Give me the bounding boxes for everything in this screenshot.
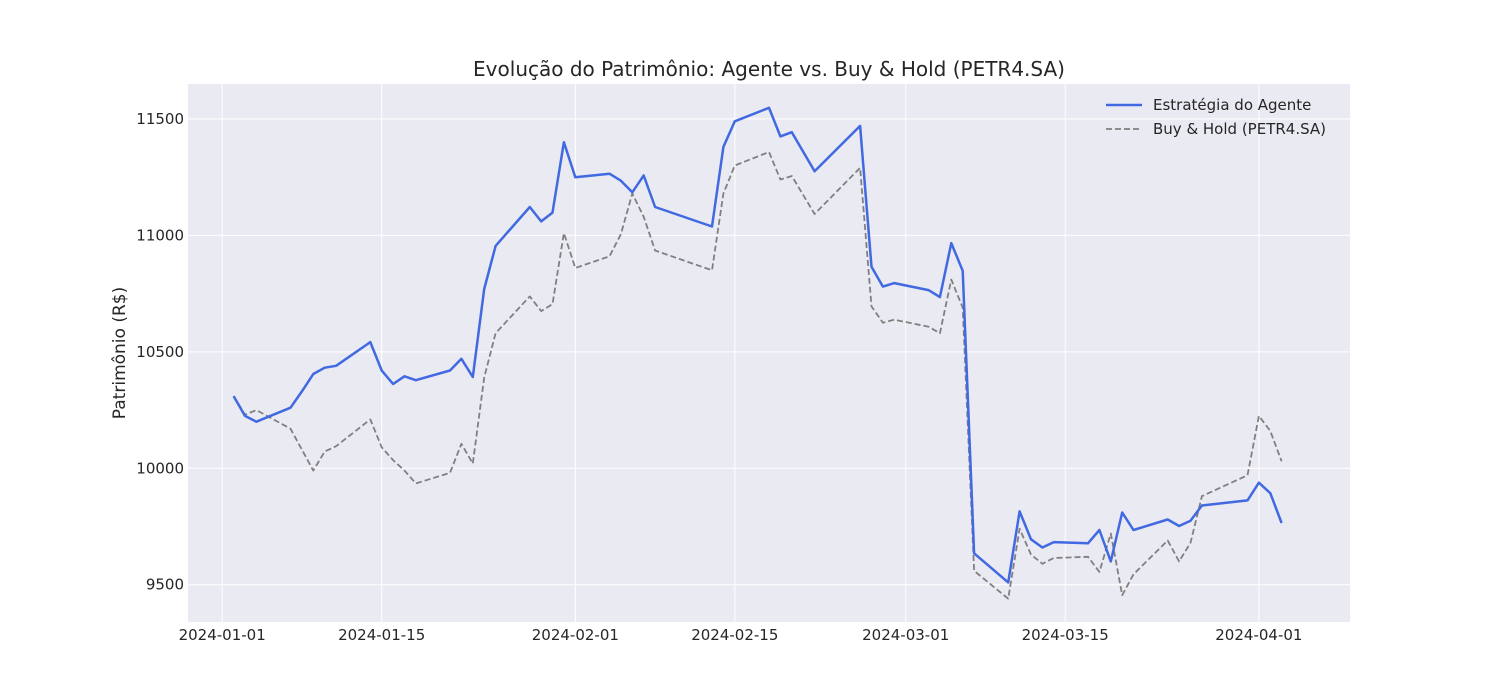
x-tick-label: 2024-01-01 (179, 626, 266, 644)
y-tick-label: 11500 (136, 110, 184, 128)
x-tick-label: 2024-01-15 (338, 626, 425, 644)
y-axis-label: Patrimônio (R$) (110, 287, 130, 419)
y-tick-label: 10000 (136, 459, 184, 477)
y-tick-label: 9500 (146, 576, 184, 594)
legend: Estratégia do Agente Buy & Hold (PETR4.SA… (1106, 96, 1326, 138)
chart-title: Evolução do Patrimônio: Agente vs. Buy &… (473, 57, 1065, 81)
y-tick-label: 11000 (136, 226, 184, 244)
legend-label: Buy & Hold (PETR4.SA) (1153, 120, 1326, 138)
x-tick-label: 2024-03-15 (1022, 626, 1109, 644)
y-axis-ticks: 9500 10000 10500 11000 11500 (136, 110, 184, 594)
series-layer (232, 106, 1283, 600)
x-tick-label: 2024-02-01 (532, 626, 619, 644)
buy-hold-line (232, 151, 1283, 600)
agent-strategy-line (232, 106, 1283, 584)
legend-label: Estratégia do Agente (1153, 96, 1311, 114)
x-tick-label: 2024-03-01 (862, 626, 949, 644)
plot-area (188, 84, 1350, 622)
x-tick-label: 2024-02-15 (691, 626, 778, 644)
y-tick-label: 10500 (136, 343, 184, 361)
x-tick-label: 2024-04-01 (1215, 626, 1302, 644)
x-axis-ticks: 2024-01-01 2024-01-15 2024-02-01 2024-02-15… (179, 626, 1303, 644)
